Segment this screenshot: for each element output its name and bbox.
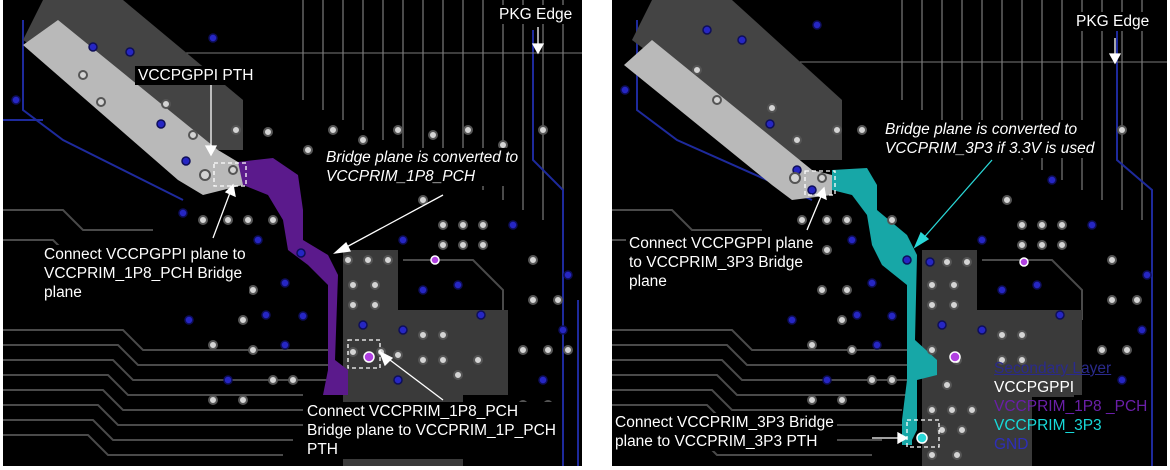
right-board-panel: PKG Edge Bridge plane is converted to VC… bbox=[612, 0, 1167, 466]
left-board-panel: PKG Edge VCCPGPPI PTH Bridge plane is co… bbox=[3, 0, 582, 466]
left-pth-label: VCCPGPPI PTH bbox=[135, 66, 257, 85]
left-vccgppi-plane bbox=[23, 20, 243, 195]
right-pkg-edge-label: PKG Edge bbox=[1073, 12, 1153, 31]
legend-item-vccprim-3p3: VCCPRIM_3P3 bbox=[994, 417, 1102, 434]
layer-legend: Secondary Layer VCCPGPPI VCCPRIM_1P8 _PC… bbox=[992, 359, 1167, 454]
left-vccprim-1p8-bridge bbox=[238, 158, 348, 395]
legend-item-vccgppi: VCCPGPPI bbox=[994, 378, 1075, 397]
left-bridge-note: Bridge plane is converted to VCCPRIM_1P8… bbox=[323, 148, 522, 186]
right-connect-gppi-note: Connect VCCPGPPI plane to VCCPRIM_3P3 Br… bbox=[626, 234, 817, 291]
right-highlight-boxes bbox=[804, 170, 940, 448]
right-gnd-vias bbox=[620, 20, 1152, 385]
left-pkg-edge-label: PKG Edge bbox=[496, 5, 576, 24]
right-vccprim-3p3-bridge bbox=[832, 168, 937, 445]
left-callout-arrows bbox=[204, 27, 545, 401]
right-connect-pth-note: Connect VCCPRIM_3P3 Bridge plane to VCCP… bbox=[612, 413, 837, 451]
left-connect-pth-note: Connect VCCPRIM_1P8_PCH Bridge plane to … bbox=[304, 402, 559, 459]
right-bridge-note: Bridge plane is converted to VCCPRIM_3P3… bbox=[882, 120, 1098, 158]
left-connect-gppi-note: Connect VCCPGPPI plane to VCCPRIM_1P8_PC… bbox=[41, 245, 249, 302]
left-board-drawing bbox=[3, 0, 582, 466]
left-highlight-boxes bbox=[213, 162, 381, 369]
right-callout-arrows bbox=[806, 38, 1122, 445]
right-vccgppi-plane-dark bbox=[632, 0, 842, 160]
legend-title: Secondary Layer bbox=[994, 360, 1112, 377]
right-vccprim-3p3-pth bbox=[916, 432, 928, 444]
right-vccgppi-plane bbox=[624, 40, 832, 200]
legend-item-gnd: GND bbox=[994, 436, 1029, 453]
left-vccprim-1p8-pth bbox=[363, 351, 375, 363]
legend-item-vccprim-1p8: VCCPRIM_1P8 _PCH bbox=[994, 398, 1148, 415]
left-gnd-vias bbox=[11, 33, 573, 385]
